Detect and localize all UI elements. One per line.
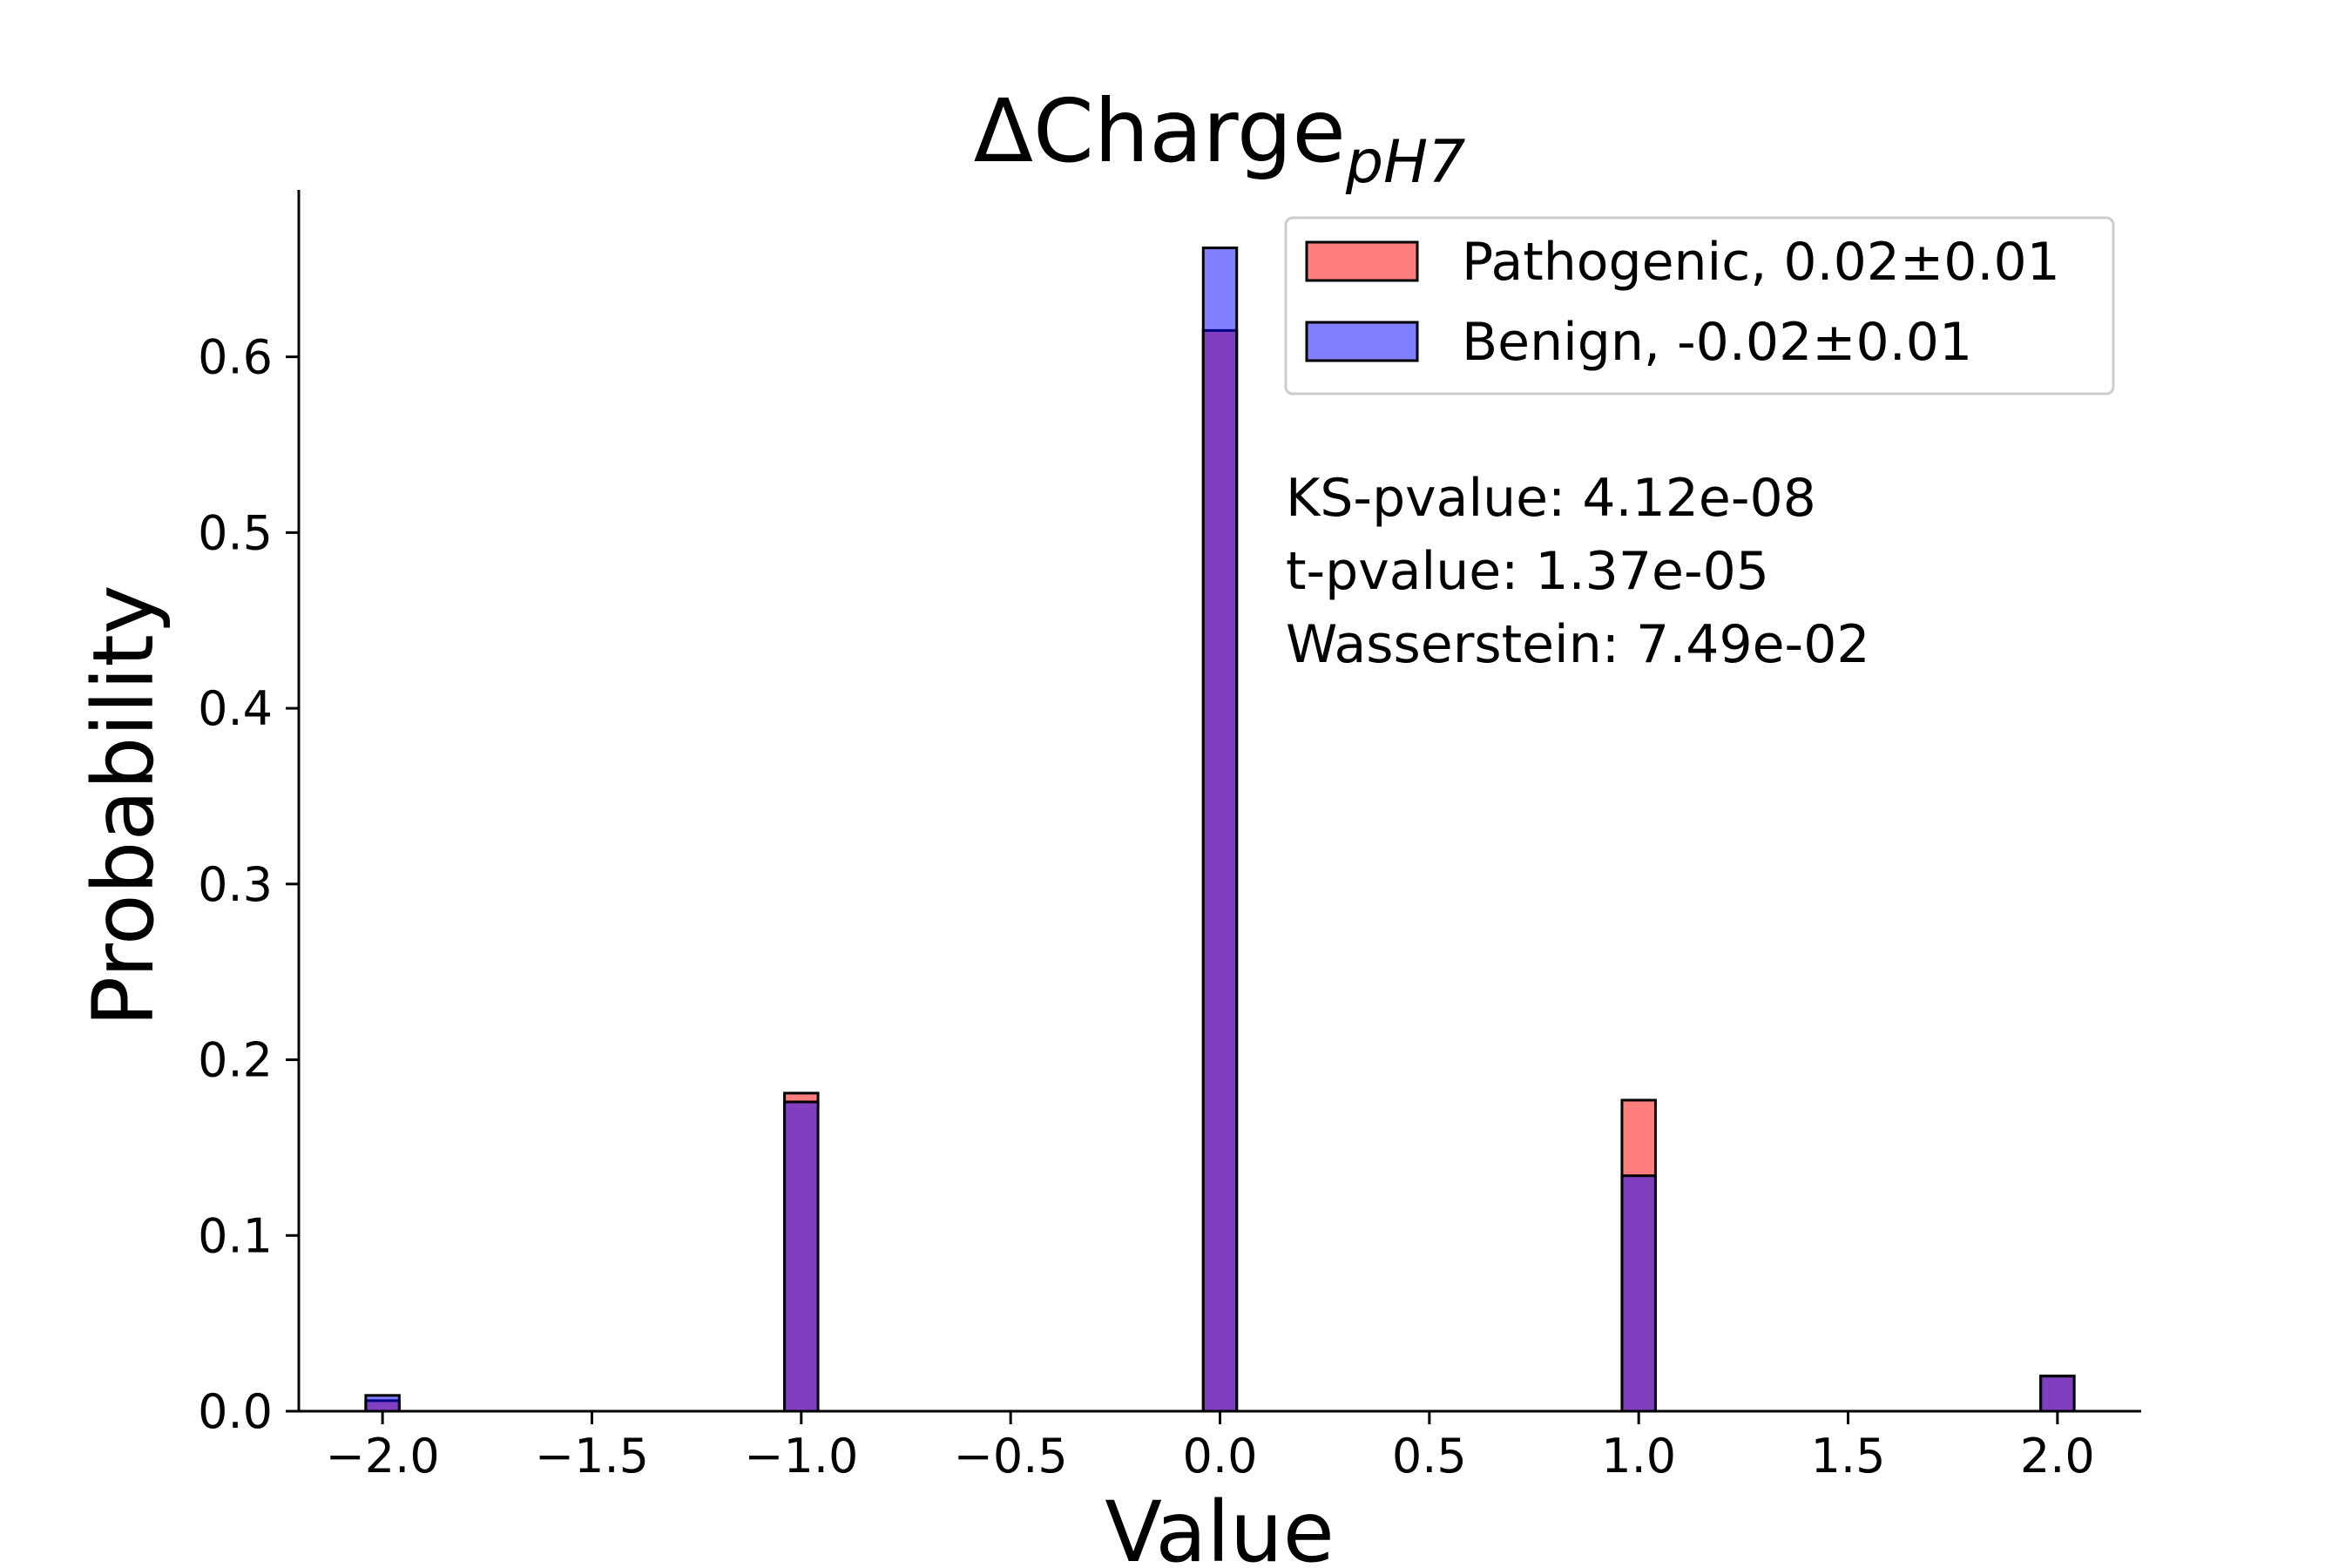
y-axis-label: Probability — [75, 585, 172, 1026]
x-tick-label: −0.5 — [954, 1429, 1068, 1484]
x-tick-label: 0.0 — [1183, 1429, 1258, 1484]
t-pvalue-text: t-pvalue: 1.37e-05 — [1286, 541, 1769, 602]
y-tick-label: 0.0 — [198, 1384, 273, 1439]
bar-benign-2 — [1201, 247, 1239, 1413]
chart-title-subscript: pH7 — [1345, 128, 1466, 197]
legend-frame — [1284, 216, 2115, 395]
legend: Pathogenic, 0.02±0.01 Benign, -0.02±0.01 — [1284, 216, 2115, 395]
x-tick-label: −1.0 — [744, 1429, 858, 1484]
y-tick-label: 0.3 — [198, 857, 273, 912]
bars-group — [364, 247, 2076, 1413]
bar-benign-1 — [783, 1100, 820, 1413]
y-tick-label: 0.1 — [198, 1208, 273, 1263]
y-tick-label: 0.6 — [198, 330, 273, 385]
axes-group: −2.0 −1.5 −1.0 −0.5 0.0 0.5 1.0 1.5 2.0 0.0 0.1 0.2… — [198, 190, 2141, 1484]
ks-pvalue-text: KS-pvalue: 4.12e-08 — [1286, 468, 1816, 529]
legend-label-pathogenic: Pathogenic, 0.02±0.01 — [1462, 232, 2060, 293]
x-tick-label: 1.5 — [1811, 1429, 1886, 1484]
bar-benign-4 — [2039, 1375, 2076, 1413]
y-tick-label: 0.4 — [198, 681, 273, 736]
x-tick-label: −1.5 — [535, 1429, 649, 1484]
legend-label-benign: Benign, -0.02±0.01 — [1462, 312, 1972, 373]
chart-title-main: ΔCharge — [974, 80, 1346, 182]
x-tick-label: 0.5 — [1392, 1429, 1467, 1484]
bar-benign-0 — [364, 1394, 401, 1413]
x-tick-label: 2.0 — [2020, 1429, 2095, 1484]
legend-swatch-pathogenic — [1305, 240, 1419, 282]
bar-benign-3 — [1620, 1174, 1657, 1413]
y-tick-label: 0.5 — [198, 505, 273, 560]
x-axis-label: Value — [1105, 1484, 1335, 1568]
y-tick-label: 0.2 — [198, 1033, 273, 1088]
legend-swatch-benign — [1305, 321, 1419, 362]
wasserstein-text: Wasserstein: 7.49e-02 — [1286, 614, 1870, 675]
chart-title: ΔChargepH7 — [974, 80, 1466, 197]
x-tick-label: 1.0 — [1601, 1429, 1676, 1484]
stats-annotation: KS-pvalue: 4.12e-08 t-pvalue: 1.37e-05 W… — [1286, 468, 1870, 675]
x-tick-label: −2.0 — [326, 1429, 440, 1484]
